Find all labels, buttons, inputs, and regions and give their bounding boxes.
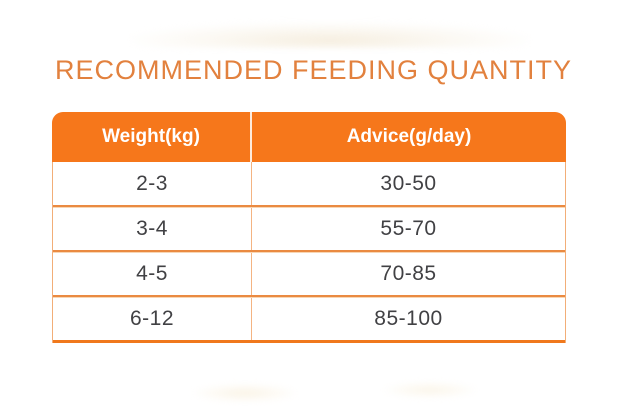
- background-blur-top: [130, 22, 530, 48]
- table-row: 4-5 70-85: [53, 252, 565, 297]
- table-row: 3-4 55-70: [53, 207, 565, 252]
- page-title: RECOMMENDED FEEDING QUANTITY: [54, 55, 573, 85]
- cell-weight-range: 4-5: [53, 253, 252, 295]
- cell-weight-range: 6-12: [53, 298, 252, 340]
- table-row: 6-12 85-100: [53, 297, 565, 343]
- cell-weight-range: 3-4: [53, 208, 252, 250]
- background-blur-bottom-right: [380, 381, 480, 399]
- cell-weight-range: 2-3: [53, 162, 252, 205]
- table-row: 2-3 30-50: [53, 162, 565, 207]
- header-cell-weight: Weight(kg): [52, 112, 252, 162]
- cell-advice-amount: 55-70: [380, 217, 437, 240]
- cell-advice-amount: 85-100: [374, 307, 443, 330]
- cell-advice-amount: 30-50: [380, 171, 437, 195]
- feeding-quantity-table: Weight(kg) Advice(g/day) 2-3 30-50 3-4 5…: [52, 112, 566, 343]
- background-blur-bottom-left: [190, 383, 300, 403]
- header-cell-advice: Advice(g/day): [346, 126, 472, 147]
- cell-advice-amount: 70-85: [380, 262, 437, 285]
- table-body: 2-3 30-50 3-4 55-70 4-5 70-85 6-12 85-10…: [52, 162, 566, 343]
- table-header-row: Weight(kg) Advice(g/day): [52, 112, 566, 162]
